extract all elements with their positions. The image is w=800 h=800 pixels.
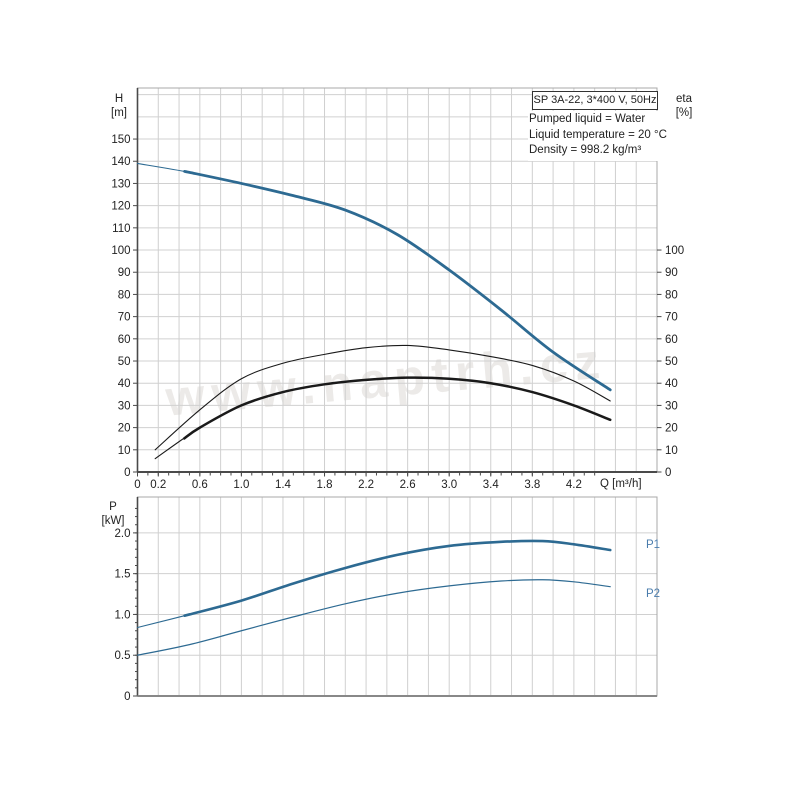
svg-text:130: 130 xyxy=(111,178,130,190)
svg-text:20: 20 xyxy=(118,423,131,435)
svg-text:0.2: 0.2 xyxy=(150,479,166,491)
svg-text:140: 140 xyxy=(111,156,130,168)
p-axis-unit-line1: P xyxy=(109,501,117,513)
h-axis-unit-line1: H xyxy=(114,93,124,105)
p1-curve-label: P1 xyxy=(646,539,661,551)
svg-text:80: 80 xyxy=(118,289,131,301)
svg-text:3.4: 3.4 xyxy=(483,479,500,491)
info-density: Density = 998.2 kg/m³ xyxy=(529,144,642,156)
svg-text:40: 40 xyxy=(665,378,678,390)
svg-text:30: 30 xyxy=(665,400,678,412)
p-axis-unit: P [kW] xyxy=(93,500,133,528)
svg-text:10: 10 xyxy=(665,445,678,457)
eta-axis-unit: eta [%] xyxy=(666,92,702,120)
svg-text:50: 50 xyxy=(665,356,678,368)
svg-text:4.2: 4.2 xyxy=(566,479,582,491)
h-axis-unit-line2: [m] xyxy=(111,107,127,119)
model-box: SP 3A-22, 3*400 V, 50Hz xyxy=(532,91,658,110)
svg-text:0: 0 xyxy=(124,467,130,479)
svg-text:60: 60 xyxy=(665,334,678,346)
svg-text:70: 70 xyxy=(118,312,131,324)
svg-text:100: 100 xyxy=(111,245,130,257)
svg-text:150: 150 xyxy=(111,134,130,146)
svg-text:60: 60 xyxy=(118,334,131,346)
h-axis-unit: H [m] xyxy=(103,92,135,120)
svg-text:1.8: 1.8 xyxy=(317,479,333,491)
svg-text:0: 0 xyxy=(124,691,130,703)
svg-text:0.5: 0.5 xyxy=(115,650,131,662)
svg-text:50: 50 xyxy=(118,356,131,368)
svg-text:40: 40 xyxy=(118,378,131,390)
svg-text:120: 120 xyxy=(111,201,130,213)
svg-text:2.6: 2.6 xyxy=(400,479,416,491)
svg-text:110: 110 xyxy=(112,223,130,235)
info-pumped-liquid: Pumped liquid = Water xyxy=(529,113,646,125)
svg-text:1.5: 1.5 xyxy=(115,569,131,581)
svg-text:20: 20 xyxy=(665,423,678,435)
svg-text:70: 70 xyxy=(665,312,678,324)
eta-axis-unit-line2: [%] xyxy=(675,107,693,119)
svg-text:2.0: 2.0 xyxy=(115,528,131,540)
p2-curve-label: P2 xyxy=(646,588,661,600)
svg-text:90: 90 xyxy=(665,267,678,279)
svg-text:30: 30 xyxy=(118,400,131,412)
svg-text:90: 90 xyxy=(118,267,131,279)
svg-text:0: 0 xyxy=(134,479,140,491)
eta-axis-unit-line1: eta xyxy=(676,93,692,105)
svg-text:3.0: 3.0 xyxy=(441,479,457,491)
svg-text:1.0: 1.0 xyxy=(115,609,131,621)
svg-text:1.0: 1.0 xyxy=(233,479,249,491)
info-block: Pumped liquid = Water Liquid temperature… xyxy=(528,111,670,161)
svg-text:3.8: 3.8 xyxy=(524,479,540,491)
p-axis-unit-line2: [kW] xyxy=(101,515,125,527)
svg-text:2.2: 2.2 xyxy=(358,479,374,491)
svg-text:0.6: 0.6 xyxy=(192,479,208,491)
svg-text:80: 80 xyxy=(665,289,678,301)
q-axis-unit: Q [m³/h] xyxy=(600,478,642,490)
svg-text:10: 10 xyxy=(118,445,131,457)
info-liquid-temperature: Liquid temperature = 20 °C xyxy=(529,128,667,141)
svg-text:100: 100 xyxy=(665,245,684,257)
svg-text:1.4: 1.4 xyxy=(275,479,292,491)
svg-text:0: 0 xyxy=(665,467,671,479)
